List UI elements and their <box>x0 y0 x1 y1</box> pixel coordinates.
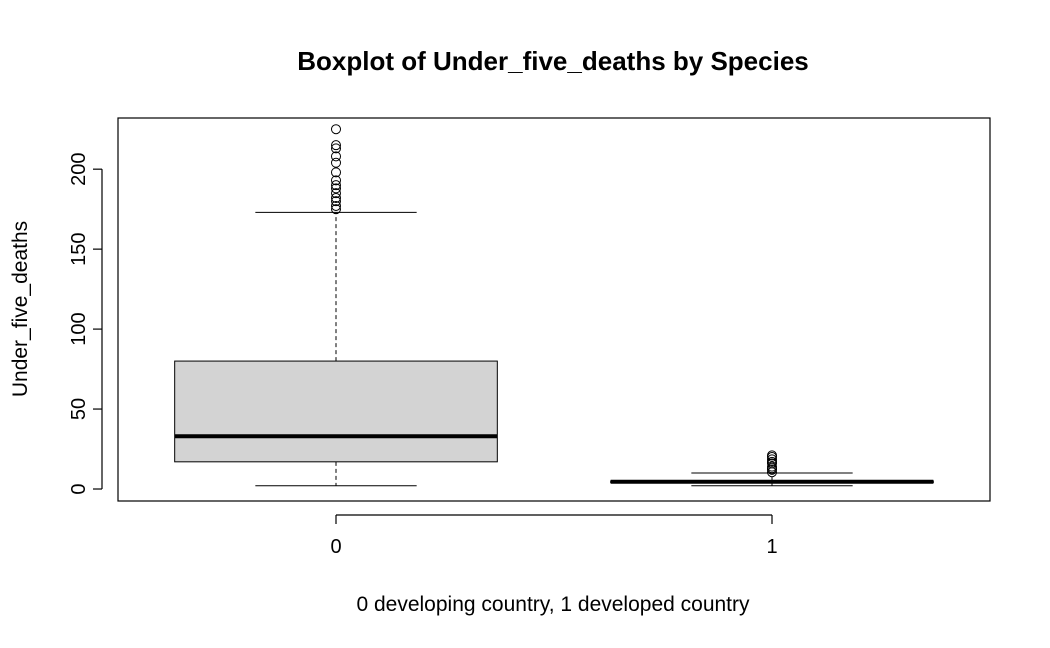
outlier-point <box>331 192 341 203</box>
box-iqr <box>174 360 498 463</box>
outlier-point <box>767 456 777 467</box>
plot-frame <box>117 117 991 502</box>
box-group-0 <box>174 124 498 487</box>
outlier-point <box>331 140 341 151</box>
outlier-point <box>767 461 777 472</box>
outlier-point <box>331 175 341 186</box>
boxes-layer <box>174 124 934 487</box>
x-axis-label: 0 developing country, 1 developed countr… <box>356 593 750 616</box>
chart-title: Boxplot of Under_five_deaths by Species <box>297 46 808 76</box>
y-axis-label: Under_five_deaths <box>9 221 32 397</box>
y-axis: 0 50 100 150 200 <box>68 152 103 495</box>
outlier-point <box>331 183 341 194</box>
outlier-point <box>331 188 341 199</box>
outlier-point <box>331 196 341 207</box>
y-tick-label: 100 <box>68 312 90 345</box>
outlier-point <box>331 143 341 154</box>
outlier-point <box>331 167 341 178</box>
outlier-point <box>331 151 341 162</box>
outlier-point <box>767 467 777 478</box>
box-group-1 <box>610 450 934 487</box>
y-tick-label: 150 <box>68 232 90 265</box>
outlier-point <box>331 204 341 215</box>
outlier-point <box>767 450 777 461</box>
outlier-point <box>767 454 777 465</box>
x-tick-label: 1 <box>766 536 777 558</box>
outlier-point <box>331 180 341 191</box>
y-tick-label: 50 <box>68 398 90 420</box>
y-tick-label: 200 <box>68 152 90 185</box>
outlier-point <box>331 124 341 135</box>
y-tick-label: 0 <box>68 483 90 494</box>
x-tick-label: 0 <box>330 536 341 558</box>
outlier-point <box>331 157 341 168</box>
outlier-point <box>331 200 341 211</box>
